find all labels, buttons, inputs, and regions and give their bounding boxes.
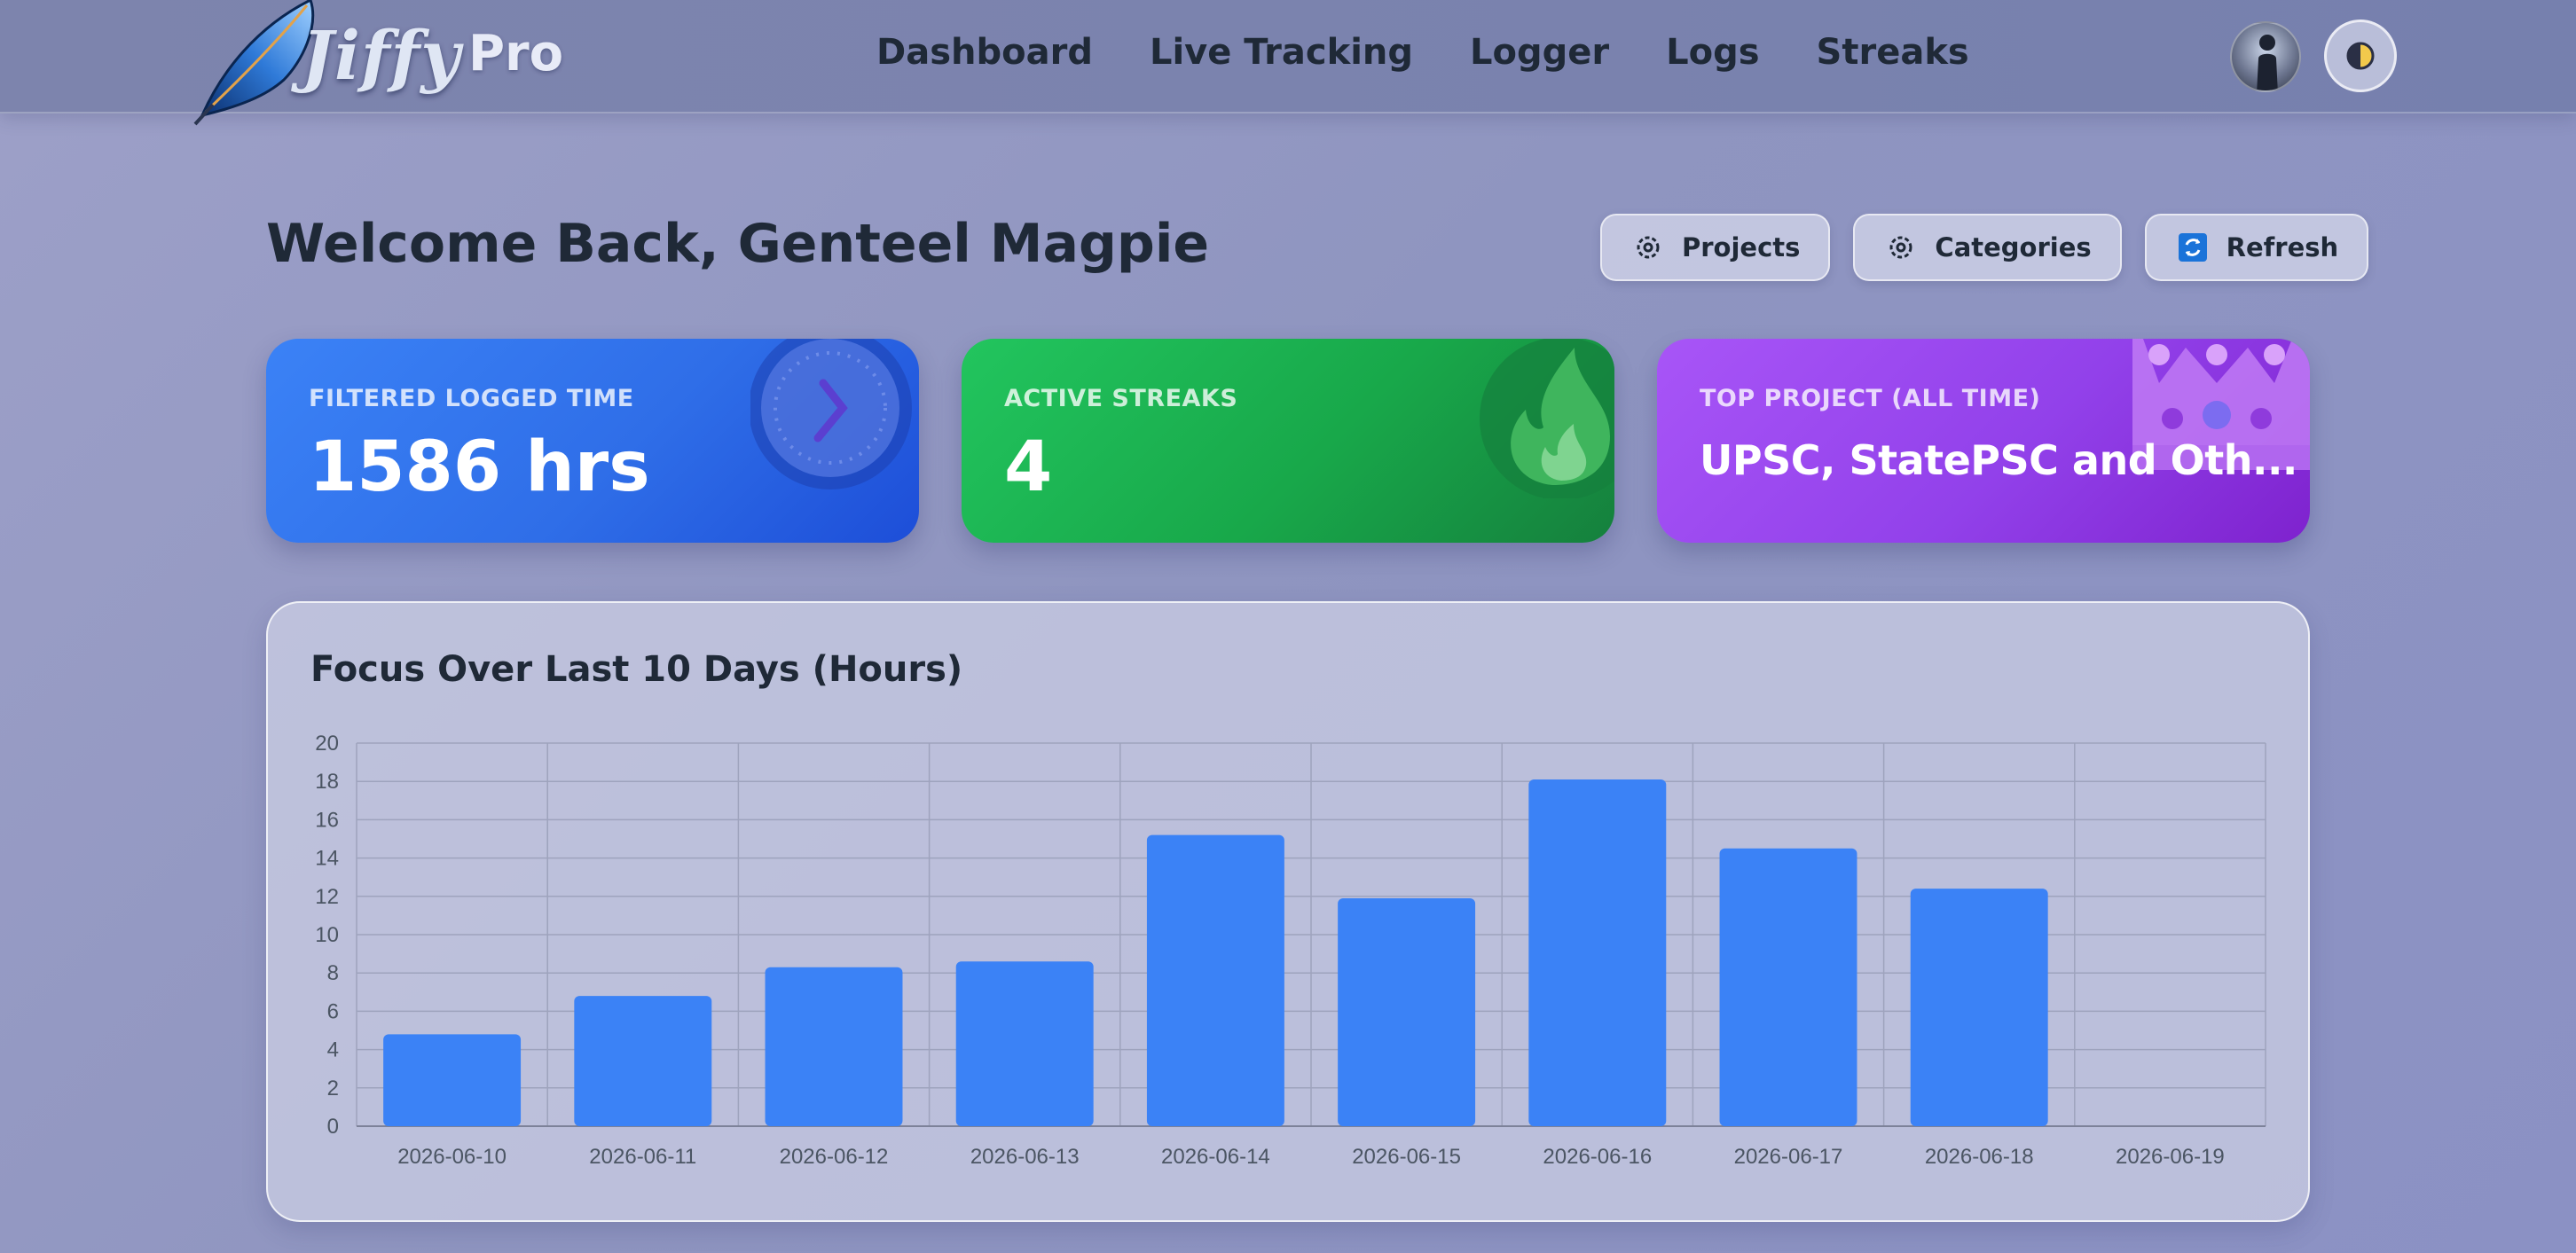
y-tick-label: 10 (315, 923, 339, 947)
y-tick-label: 4 (327, 1038, 339, 1062)
y-tick-label: 12 (315, 885, 339, 909)
y-tick-label: 8 (327, 961, 339, 985)
moon-sun-toggle-icon (2346, 42, 2375, 70)
brand-name: Jiffy (302, 16, 461, 95)
user-avatar[interactable] (2230, 21, 2301, 92)
bar-2026-06-12[interactable] (765, 967, 903, 1126)
projects-button-label: Projects (1682, 232, 1801, 262)
y-tick-label: 6 (327, 999, 339, 1023)
theme-toggle-button[interactable] (2324, 20, 2397, 92)
welcome-heading: Welcome Back, Genteel Magpie (266, 213, 1210, 275)
refresh-button-label: Refresh (2226, 232, 2339, 262)
active-streaks-label: ACTIVE STREAKS (1004, 385, 1238, 412)
feather-icon (193, 0, 315, 126)
x-tick-label: 2026-06-10 (397, 1145, 507, 1169)
projects-button[interactable]: Projects (1600, 214, 1831, 281)
top-project-value: UPSC, StatePSC and Oth... (1700, 436, 2297, 484)
top-project-card: TOP PROJECT (ALL TIME) UPSC, StatePSC an… (1657, 339, 2310, 543)
x-tick-label: 2026-06-15 (1352, 1145, 1461, 1169)
focus-bar-chart: 0 2 4 6 8 10 12 14 16 18 20 2026-06-10 2026-06-11 202… (315, 732, 2266, 1169)
logged-time-value: 1586 hrs (309, 427, 650, 507)
x-tick-label: 2026-06-13 (970, 1145, 1080, 1169)
logged-time-card: FILTERED LOGGED TIME 1586 hrs (266, 339, 919, 543)
y-tick-label: 14 (315, 847, 339, 871)
top-project-label: TOP PROJECT (ALL TIME) (1700, 385, 2041, 412)
chart-title: Focus Over Last 10 Days (Hours) (310, 649, 963, 690)
y-tick-label: 18 (315, 770, 339, 794)
header-actions: Projects Categories Refresh (1600, 214, 2369, 281)
main-nav: Dashboard Live Tracking Logger Logs Stre… (876, 32, 1969, 73)
bar-2026-06-13[interactable] (955, 961, 1094, 1126)
gear-icon (1632, 231, 1664, 263)
x-tick-label: 2026-06-12 (780, 1145, 889, 1169)
clock-icon (750, 339, 912, 489)
focus-chart-panel: Focus Over Last 10 Days (Hours) 0 2 4 6 8 10 1… (266, 601, 2310, 1222)
x-tick-label: 2026-06-19 (2116, 1145, 2225, 1169)
logged-time-label: FILTERED LOGGED TIME (309, 385, 634, 412)
x-tick-label: 2026-06-18 (1925, 1145, 2034, 1169)
bar-2026-06-18[interactable] (1910, 889, 2048, 1126)
refresh-icon (2177, 231, 2209, 263)
y-tick-label: 20 (315, 732, 339, 756)
y-tick-label: 0 (327, 1115, 339, 1139)
top-navbar: Jiffy Pro Dashboard Live Tracking Logger… (0, 0, 2576, 126)
bar-2026-06-16[interactable] (1528, 779, 1667, 1126)
bar-2026-06-10[interactable] (383, 1034, 522, 1126)
x-tick-label: 2026-06-14 (1161, 1145, 1270, 1169)
gear-icon (1885, 231, 1917, 263)
x-tick-label: 2026-06-17 (1734, 1145, 1843, 1169)
categories-button[interactable]: Categories (1853, 214, 2122, 281)
refresh-button[interactable]: Refresh (2144, 214, 2369, 281)
x-tick-label: 2026-06-16 (1543, 1145, 1652, 1169)
brand-logo[interactable]: Jiffy Pro (177, 0, 585, 133)
brand-tier: Pro (468, 25, 564, 82)
crown-icon (2132, 339, 2310, 470)
bar-2026-06-17[interactable] (1719, 848, 1857, 1126)
nav-logs[interactable]: Logs (1666, 32, 1760, 73)
flame-icon (1480, 339, 1614, 498)
categories-button-label: Categories (1935, 232, 2092, 262)
y-tick-label: 16 (315, 808, 339, 832)
y-tick-label: 2 (327, 1077, 339, 1100)
person-silhouette-icon (2257, 35, 2278, 90)
nav-dashboard[interactable]: Dashboard (876, 32, 1093, 73)
nav-logger[interactable]: Logger (1470, 32, 1610, 73)
active-streaks-value: 4 (1004, 427, 1053, 507)
x-tick-label: 2026-06-11 (589, 1145, 696, 1169)
nav-live-tracking[interactable]: Live Tracking (1149, 32, 1414, 73)
active-streaks-card: ACTIVE STREAKS 4 (962, 339, 1614, 543)
nav-streaks[interactable]: Streaks (1816, 32, 1969, 73)
bar-2026-06-15[interactable] (1338, 897, 1476, 1126)
bar-2026-06-14[interactable] (1146, 834, 1284, 1126)
bar-2026-06-11[interactable] (574, 996, 712, 1126)
